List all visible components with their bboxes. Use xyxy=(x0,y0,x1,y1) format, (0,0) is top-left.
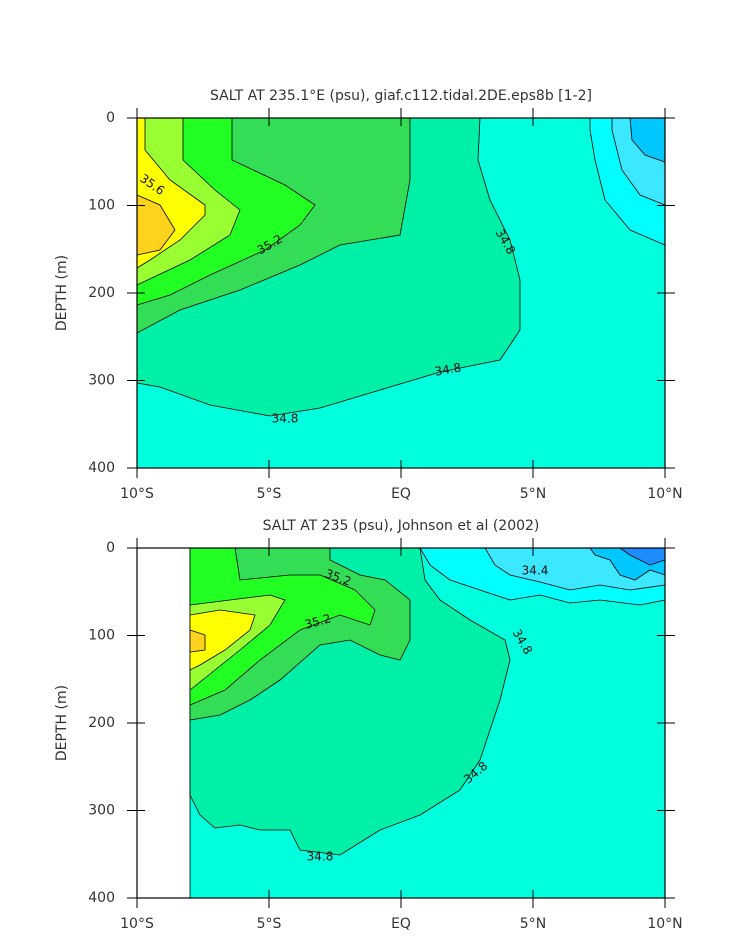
y-tick-label: 0 xyxy=(106,110,115,126)
x-tick-label: EQ xyxy=(391,486,411,502)
x-tick-label: EQ xyxy=(391,916,411,932)
contour-label: 35.2 xyxy=(303,611,332,631)
x-tick-label: 5°S xyxy=(257,916,282,932)
x-tick-label: 5°N xyxy=(520,916,546,932)
x-tick-label: 10°N xyxy=(647,486,682,502)
contour-label: 34.8 xyxy=(434,360,463,378)
x-tick-label: 5°N xyxy=(520,486,546,502)
contour-band xyxy=(189,547,376,706)
contour-band xyxy=(189,629,206,653)
contour-label: 34.8 xyxy=(307,850,334,864)
x-tick-label: 10°N xyxy=(647,916,682,932)
x-tick-label: 10°S xyxy=(120,486,154,502)
contour-label: 34.4 xyxy=(522,564,549,578)
y-tick-label: 200 xyxy=(88,715,115,731)
chart-title: SALT AT 235 (psu), Johnson et al (2002) xyxy=(263,518,540,534)
y-tick-label: 200 xyxy=(88,285,115,301)
y-axis-label: DEPTH (m) xyxy=(54,255,70,331)
y-axis-label: DEPTH (m) xyxy=(54,685,70,761)
x-tick-label: 10°S xyxy=(120,916,154,932)
y-tick-label: 400 xyxy=(88,890,115,906)
y-tick-label: 0 xyxy=(106,540,115,556)
chart-title: SALT AT 235.1°E (psu), giaf.c112.tidal.2… xyxy=(210,88,592,104)
y-tick-label: 100 xyxy=(88,628,115,644)
contour-band xyxy=(189,609,256,671)
y-tick-label: 400 xyxy=(88,460,115,476)
y-tick-label: 100 xyxy=(88,198,115,214)
contour-label: 34.8 xyxy=(272,412,299,426)
x-tick-label: 5°S xyxy=(257,486,282,502)
y-tick-label: 300 xyxy=(88,373,115,389)
y-tick-label: 300 xyxy=(88,803,115,819)
